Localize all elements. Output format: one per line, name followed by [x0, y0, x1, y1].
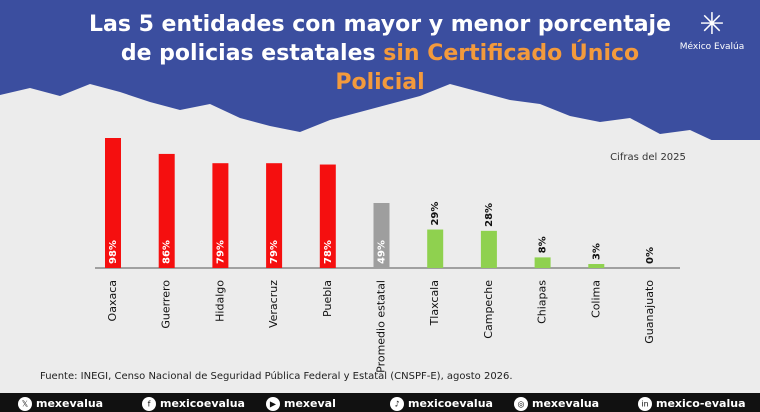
- bar: [266, 163, 283, 268]
- logo: ✳ México Evalúa: [672, 8, 752, 53]
- bar: [105, 138, 121, 268]
- bar: [373, 203, 390, 268]
- title-highlight: sin Certificado Único Policial: [335, 41, 640, 95]
- social-icon: [18, 397, 32, 411]
- social-handle: mexevalua: [36, 397, 103, 410]
- footer-bg: [0, 393, 760, 412]
- social-glyph: in: [641, 400, 648, 409]
- x-tick-label: Guanajuato: [643, 280, 656, 344]
- social-glyph: 𝕏: [22, 400, 29, 409]
- social-glyph: f: [148, 400, 151, 409]
- social-glyph: ♪: [394, 400, 399, 409]
- social-handle: mexicoevalua: [408, 397, 493, 410]
- value-label: 79%: [215, 240, 226, 264]
- value-label: 49%: [377, 240, 388, 264]
- bar: [158, 153, 175, 268]
- x-tick-label: Hidalgo: [213, 280, 226, 322]
- value-label: 3%: [591, 243, 602, 260]
- bar: [212, 163, 229, 268]
- value-label: 28%: [484, 203, 495, 227]
- x-tick-label: Tlaxcala: [428, 280, 441, 326]
- value-label: 78%: [323, 240, 334, 264]
- social-icon: [266, 397, 280, 411]
- value-label: 98%: [108, 240, 119, 264]
- social-icon: [514, 397, 528, 411]
- social-glyph: ▶: [270, 400, 277, 409]
- bar: [319, 164, 336, 268]
- social-handle: mexevalua: [532, 397, 599, 410]
- title: Las 5 entidades con mayor y menor porcen…: [80, 10, 680, 97]
- social-icon: [390, 397, 404, 411]
- value-label: 86%: [162, 240, 173, 264]
- x-tick-label: Campeche: [482, 280, 495, 339]
- bar: [427, 229, 444, 268]
- value-label: 8%: [538, 236, 549, 253]
- brand: México Evalúa: [679, 42, 745, 52]
- value-label: 0%: [645, 247, 656, 264]
- source: Fuente: INEGI, Censo Nacional de Segurid…: [40, 370, 513, 382]
- bar: [588, 264, 605, 268]
- social-icon: [638, 397, 652, 411]
- x-tick-label: Veracruz: [267, 280, 280, 328]
- social-handle: mexico-evalua: [656, 397, 746, 410]
- bar: [534, 257, 551, 268]
- x-tick-label: Puebla: [321, 280, 334, 317]
- x-tick-label: Chiapas: [536, 280, 549, 324]
- x-tick-label: Promedio estatal: [375, 280, 388, 373]
- title-text: Las 5 entidades con mayor y menor porcen…: [88, 12, 672, 66]
- social-glyph: ◎: [518, 400, 525, 409]
- x-tick-label: Guerrero: [160, 280, 173, 329]
- value-label: 29%: [430, 202, 441, 226]
- x-tick-label: Oaxaca: [106, 280, 119, 321]
- social-icon: [142, 397, 156, 411]
- x-tick-label: Colima: [589, 280, 602, 318]
- value-label: 79%: [269, 240, 280, 264]
- annotation: Cifras del 2025: [610, 152, 686, 163]
- social-handle: mexeval: [284, 397, 336, 410]
- social-handle: mexicoevalua: [160, 397, 245, 410]
- bar: [480, 230, 497, 268]
